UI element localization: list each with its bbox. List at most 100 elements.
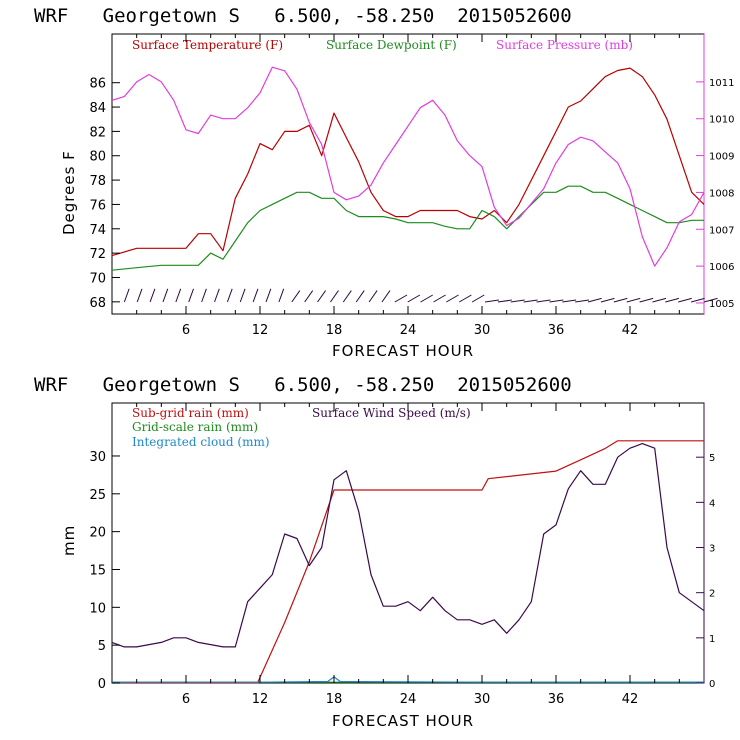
y-tick-label: 74: [89, 223, 106, 238]
wind-barb: [136, 288, 143, 303]
wind-barb: [549, 299, 564, 303]
y2-tick-label: 1005: [709, 299, 734, 310]
wind-barb: [226, 288, 233, 303]
wind-barb: [214, 288, 220, 303]
y2-tick-label: 4: [709, 498, 715, 509]
y-tick-label: 68: [89, 296, 106, 311]
y2-tick-label: 1008: [709, 188, 734, 199]
wind-barb: [446, 294, 459, 303]
x-tick-label: 42: [622, 692, 639, 707]
y-tick-label: 25: [89, 488, 106, 503]
wind-barb: [523, 299, 538, 303]
y2-tick-label: 1: [709, 634, 715, 645]
wind-barb: [201, 288, 207, 303]
wind-barb: [175, 288, 182, 303]
y-tick-label: 78: [89, 174, 106, 189]
y-tick-label: 84: [89, 101, 106, 116]
y-tick-label: 0: [98, 677, 106, 692]
legend-surface-temperature: Surface Temperature (F): [132, 38, 283, 52]
wind-speed-line: [111, 443, 705, 648]
wind-barb: [330, 290, 339, 303]
wind-barb: [407, 294, 421, 303]
x-tick-label: 24: [400, 692, 417, 707]
wind-barb: [575, 299, 590, 303]
legend-grid-scale-rain: Grid-scale rain (mm): [132, 420, 258, 434]
wind-barb: [381, 290, 391, 303]
wind-barb: [471, 294, 485, 303]
x-tick-label: 36: [548, 692, 565, 707]
legend-surface-pressure: Surface Pressure (mb): [496, 38, 633, 52]
legend-surface-wind-speed: Surface Wind Speed (m/s): [312, 406, 471, 420]
wind-barb: [562, 299, 577, 303]
chart2-title: WRF Georgetown S 6.500, -58.250 20150526…: [34, 374, 572, 396]
chart1-plot-frame: [111, 33, 705, 315]
wind-barb: [304, 290, 314, 303]
y-tick-label: 30: [89, 450, 106, 465]
wind-barb: [239, 288, 246, 303]
y2-tick-label: 1009: [709, 152, 734, 163]
wind-barb: [278, 288, 285, 303]
wind-barb: [639, 297, 654, 303]
chart1-xlabel: FORECAST HOUR: [332, 342, 474, 360]
x-tick-label: 12: [252, 323, 269, 338]
x-tick-label: 36: [548, 323, 565, 338]
wind-barb: [626, 297, 641, 303]
wind-barb: [123, 288, 130, 303]
y2-tick-label: 2: [709, 589, 715, 600]
x-tick-label: 18: [326, 692, 343, 707]
wind-barb: [162, 288, 169, 303]
precipitation-panel: WRF Georgetown S 6.500, -58.250 20150526…: [34, 374, 715, 730]
temperature-line: [111, 67, 705, 257]
wind-barb: [317, 290, 326, 303]
wind-barb: [394, 294, 408, 303]
y-tick-label: 5: [98, 639, 106, 654]
wind-barb: [420, 294, 433, 303]
chart2-xlabel: FORECAST HOUR: [332, 712, 474, 730]
legend-surface-dewpoint: Surface Dewpoint (F): [326, 38, 457, 52]
dewpoint-line: [111, 185, 704, 271]
y-tick-label: 10: [89, 601, 106, 616]
y2-tick-label: 5: [709, 453, 715, 464]
chart1-ylabel: Degrees F: [60, 150, 78, 235]
y-tick-label: 80: [89, 150, 106, 165]
integrated-cloud-line: [112, 676, 704, 683]
wind-barb: [678, 297, 692, 303]
wind-barb: [291, 290, 301, 303]
y-tick-label: 70: [89, 271, 106, 286]
x-tick-label: 30: [474, 323, 491, 338]
wind-barb: [459, 294, 472, 303]
wind-barb: [703, 297, 718, 303]
wind-barb: [265, 288, 272, 303]
x-tick-label: 6: [182, 323, 190, 338]
legend-subgrid-rain: Sub-grid rain (mm): [132, 406, 249, 420]
y2-tick-label: 1007: [709, 225, 734, 236]
x-tick-label: 24: [400, 323, 417, 338]
y2-tick-label: 3: [709, 544, 715, 555]
wind-barb: [587, 297, 602, 303]
x-tick-label: 6: [182, 692, 190, 707]
temperature-panel: WRF Georgetown S 6.500, -58.250 20150526…: [34, 5, 734, 360]
y-tick-label: 15: [89, 563, 106, 578]
pressure-line: [111, 66, 705, 267]
wind-barb: [342, 290, 352, 303]
y-tick-label: 20: [89, 526, 106, 541]
y-tick-label: 76: [89, 198, 106, 213]
wind-barb: [497, 299, 512, 303]
y2-tick-label: 0: [709, 679, 715, 690]
x-tick-label: 42: [622, 323, 639, 338]
wind-barb: [665, 297, 680, 303]
wind-barb: [368, 290, 378, 303]
wind-barb: [188, 288, 194, 303]
wind-barb: [536, 299, 551, 303]
wind-barb: [149, 288, 156, 303]
y-tick-label: 86: [89, 77, 106, 92]
y2-tick-label: 1010: [709, 115, 734, 126]
wind-barb: [484, 299, 499, 303]
wind-barb: [652, 297, 667, 303]
wind-barbs: [123, 288, 718, 303]
subgrid-rain-line: [112, 440, 704, 684]
legend-integrated-cloud: Integrated cloud (mm): [132, 435, 270, 449]
wind-barb: [355, 290, 365, 303]
wind-barb: [252, 288, 259, 303]
